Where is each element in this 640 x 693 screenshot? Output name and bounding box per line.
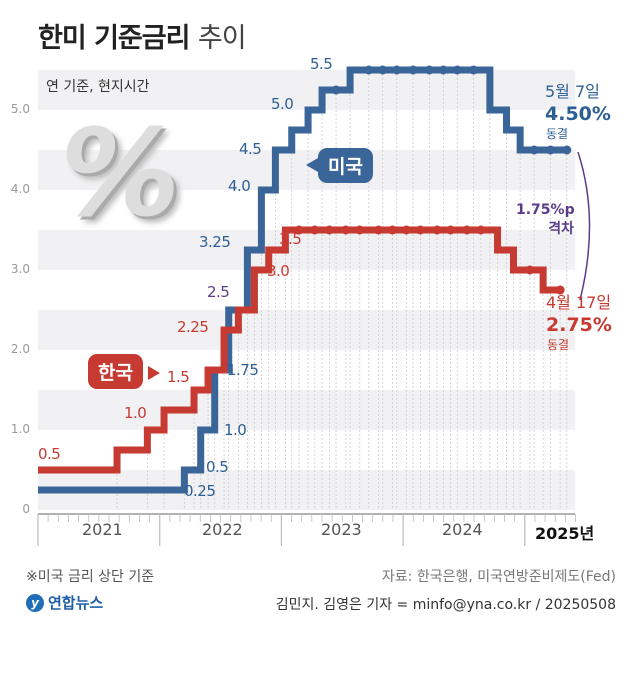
korea-rate-line bbox=[38, 226, 561, 474]
legend-korea-pointer bbox=[148, 366, 160, 380]
logo: y 연합뉴스 bbox=[26, 592, 103, 613]
us-hold-dot bbox=[438, 65, 448, 75]
korea-label: 3.0 bbox=[267, 262, 290, 280]
us-label: 1.0 bbox=[224, 421, 247, 439]
korea-hold-dot bbox=[401, 225, 411, 235]
us-label: 5.0 bbox=[271, 95, 294, 113]
us-label: 5.5 bbox=[310, 55, 333, 73]
us-label: 4.0 bbox=[228, 177, 251, 195]
us-hold-dot bbox=[408, 65, 418, 75]
us-hold-dot bbox=[378, 65, 388, 75]
us-label: 1.75 bbox=[227, 361, 259, 379]
korea-label: 2.25 bbox=[177, 318, 209, 336]
korea-hold-dot bbox=[432, 225, 442, 235]
legend-korea: 한국 bbox=[88, 354, 143, 389]
us-hold-dot bbox=[529, 145, 539, 155]
us-label: 3.25 bbox=[199, 233, 231, 251]
us-hold-dot bbox=[331, 85, 341, 95]
korea-hold-dot bbox=[555, 285, 565, 295]
korea-hold-dot bbox=[341, 225, 351, 235]
us-rate: 4.50% bbox=[545, 103, 611, 125]
korea-label: 0.5 bbox=[38, 445, 61, 463]
korea-hold-dot bbox=[355, 225, 365, 235]
us-hold-dot bbox=[452, 65, 462, 75]
us-hold-dot bbox=[469, 65, 479, 75]
y-tick: 0 bbox=[22, 502, 30, 516]
us-label: 2.5 bbox=[207, 283, 230, 301]
x-tick: 2025년 bbox=[535, 524, 595, 543]
korea-hold-dot bbox=[415, 225, 425, 235]
grid-band bbox=[38, 230, 576, 270]
gap-label: 격차 bbox=[548, 221, 574, 237]
korea-label: 3.5 bbox=[279, 230, 302, 248]
korea-label: 1.0 bbox=[124, 404, 147, 422]
us-date: 5월 7일 bbox=[545, 82, 600, 101]
us-label: 0.25 bbox=[184, 482, 216, 500]
korea-label: 1.5 bbox=[167, 368, 190, 386]
korea-hold-dot bbox=[324, 225, 334, 235]
us-status: 동결 bbox=[546, 127, 569, 141]
legend-us: 미국 bbox=[318, 148, 373, 183]
us-label: 0.5 bbox=[206, 458, 229, 476]
grid-band bbox=[38, 70, 576, 110]
korea-hold-dot bbox=[525, 265, 535, 275]
korea-hold-dot bbox=[476, 225, 486, 235]
percent-icon: % bbox=[60, 105, 181, 244]
x-tick: 2023 bbox=[321, 520, 362, 539]
grid-band bbox=[38, 310, 576, 350]
korea-rate: 2.75% bbox=[546, 314, 612, 336]
x-tick: 2021 bbox=[82, 520, 123, 539]
y-tick: 2.0 bbox=[10, 342, 30, 356]
korea-hold-dot bbox=[387, 225, 397, 235]
page-title: 한미 기준금리 추이 bbox=[38, 16, 247, 55]
us-hold-dot bbox=[424, 65, 434, 75]
gap-bracket bbox=[577, 151, 591, 301]
source: 자료: 한국은행, 미국연방준비제도(Fed) bbox=[381, 569, 616, 585]
footnote: ※미국 금리 상단 기준 bbox=[26, 569, 155, 585]
title-bold: 한미 기준금리 bbox=[38, 23, 190, 54]
y-tick: 5.0 bbox=[10, 102, 30, 116]
korea-date: 4월 17일 bbox=[546, 293, 612, 312]
us-hold-dot bbox=[562, 145, 572, 155]
us-hold-dot bbox=[392, 65, 402, 75]
korea-hold-dot bbox=[310, 225, 320, 235]
x-tick: 2022 bbox=[202, 520, 243, 539]
x-tick: 2024 bbox=[442, 520, 483, 539]
chart-svg bbox=[37, 65, 591, 546]
legend-us-pointer bbox=[306, 158, 318, 172]
grid-band bbox=[38, 390, 576, 430]
gap-value: 1.75%p bbox=[516, 202, 575, 218]
us-hold-dot bbox=[364, 65, 374, 75]
yonhap-logo-icon: y bbox=[26, 593, 44, 612]
y-tick: 1.0 bbox=[10, 422, 30, 436]
us-label: 4.5 bbox=[239, 140, 262, 158]
korea-hold-dot bbox=[446, 225, 456, 235]
korea-status: 동결 bbox=[547, 338, 570, 352]
us-rate-line bbox=[38, 66, 567, 494]
korea-hold-dot bbox=[294, 225, 304, 235]
y-tick: 4.0 bbox=[10, 182, 30, 196]
korea-hold-dot bbox=[462, 225, 472, 235]
title-light: 추이 bbox=[197, 23, 247, 54]
logo-text: 연합뉴스 bbox=[48, 594, 104, 612]
unit-note: 연 기준, 현지시간 bbox=[46, 79, 150, 95]
korea-hold-dot bbox=[373, 225, 383, 235]
us-hold-dot bbox=[545, 145, 555, 155]
y-tick: 3.0 bbox=[10, 262, 30, 276]
credit: 김민지. 김영은 기자 = minfo@yna.co.kr / 20250508 bbox=[275, 597, 616, 613]
